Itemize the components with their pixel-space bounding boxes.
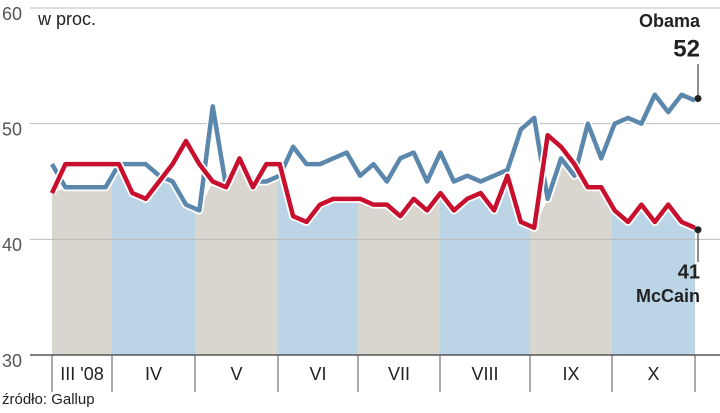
series-line <box>49 132 696 231</box>
y-tick-label: 50 <box>2 119 22 139</box>
bands <box>52 158 695 355</box>
x-band-label: VIII <box>471 364 498 384</box>
x-band-label: VI <box>309 364 326 384</box>
end-dot <box>694 226 702 234</box>
source: źródło: Gallup <box>2 391 95 408</box>
end-dot <box>694 95 702 103</box>
x-band-label: V <box>230 364 242 384</box>
x-band-label: III '08 <box>60 364 103 384</box>
x-band-label: IV <box>145 364 162 384</box>
y-tick-label: 60 <box>2 4 22 24</box>
legend-label: Obama <box>639 11 701 31</box>
month-band <box>278 158 358 355</box>
month-band <box>195 158 278 355</box>
y-tick-label: 40 <box>2 235 22 255</box>
x-band-label: X <box>647 364 659 384</box>
legend-label: McCain <box>636 286 700 306</box>
x-band-label: IX <box>562 364 579 384</box>
unit-label: w proc. <box>37 9 96 29</box>
y-tick-label: 30 <box>2 351 22 371</box>
end-value-label: 41 <box>678 261 700 283</box>
end-value-label: 52 <box>673 35 700 62</box>
x-band-label: VII <box>388 364 410 384</box>
